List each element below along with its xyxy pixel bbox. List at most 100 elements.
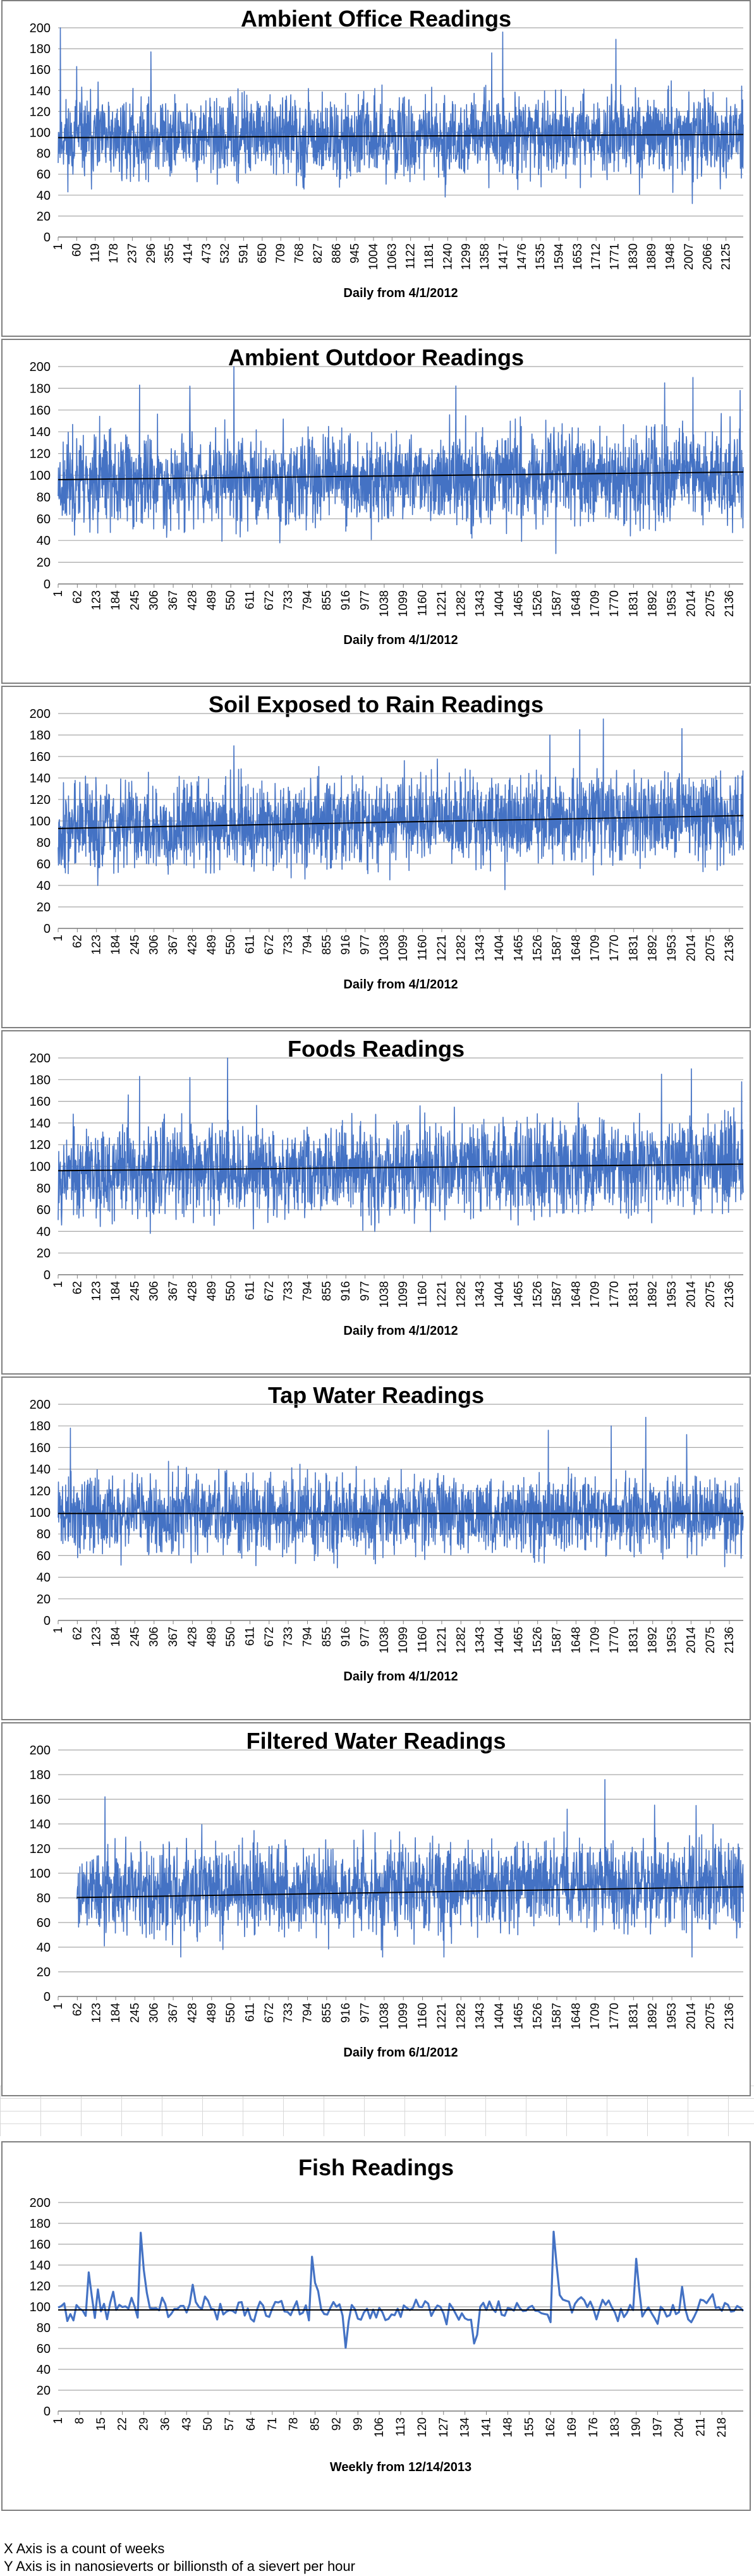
x-tick-label: 1526 bbox=[532, 1281, 545, 1308]
x-tick-label: 1712 bbox=[590, 243, 603, 270]
x-tick-label: 1358 bbox=[478, 243, 492, 270]
chart-title: Ambient Outdoor Readings bbox=[228, 344, 524, 370]
x-tick-label: 733 bbox=[282, 1627, 295, 1647]
x-tick-label: 1221 bbox=[435, 935, 449, 961]
x-tick-label: 611 bbox=[243, 1281, 257, 1300]
y-tick-label: 140 bbox=[30, 1818, 51, 1832]
x-tick-label: 62 bbox=[71, 590, 84, 604]
x-tick-label: 1038 bbox=[378, 590, 391, 617]
x-tick-label: 1160 bbox=[417, 935, 430, 961]
x-tick-label: 245 bbox=[128, 2003, 142, 2023]
x-tick-label: 2075 bbox=[704, 2003, 717, 2029]
y-tick-label: 20 bbox=[37, 1247, 51, 1261]
x-tick-label: 428 bbox=[186, 935, 199, 955]
x-tick-label: 1221 bbox=[435, 2003, 449, 2029]
x-tick-label: 428 bbox=[186, 1627, 199, 1647]
x-tick-label: 650 bbox=[256, 243, 269, 264]
x-tick-label: 367 bbox=[167, 935, 180, 955]
y-tick-label: 120 bbox=[30, 1138, 51, 1152]
y-tick-label: 100 bbox=[30, 1867, 51, 1881]
x-tick-label: 2125 bbox=[720, 243, 733, 270]
y-tick-label: 140 bbox=[30, 84, 51, 98]
x-tick-label: 1417 bbox=[497, 243, 510, 270]
x-tick-label: 1221 bbox=[435, 1627, 449, 1653]
y-tick-label: 40 bbox=[37, 1225, 51, 1239]
x-tick-label: 1160 bbox=[417, 2003, 430, 2029]
y-tick-label: 120 bbox=[30, 793, 51, 807]
x-tick-label: 916 bbox=[339, 1281, 353, 1301]
x-tick-label: 916 bbox=[339, 2003, 353, 2023]
x-tick-label: 176 bbox=[587, 2417, 600, 2438]
x-tick-label: 1 bbox=[52, 2417, 65, 2424]
y-tick-label: 200 bbox=[30, 21, 51, 35]
x-tick-label: 1038 bbox=[378, 1627, 391, 1653]
x-tick-label: 184 bbox=[109, 1281, 123, 1301]
chart-panel-1: Ambient Office Readings 0 20 40 60 80 100 120 14… bbox=[1, 0, 751, 337]
x-axis-caption: Daily from 4/1/2012 bbox=[343, 1670, 458, 1684]
x-tick-label: 1343 bbox=[474, 1627, 487, 1653]
x-tick-label: 855 bbox=[320, 1627, 334, 1647]
x-tick-label: 473 bbox=[200, 243, 214, 264]
x-tick-label: 245 bbox=[128, 935, 142, 955]
x-tick-label: 197 bbox=[652, 2417, 665, 2438]
x-tick-label: 733 bbox=[282, 1281, 295, 1301]
chart-title: Soil Exposed to Rain Readings bbox=[209, 691, 544, 717]
x-tick-label: 591 bbox=[238, 243, 251, 264]
chart-panel-5: Tap Water Readings 0 20 40 60 80 100 120 140 160 1… bbox=[1, 1376, 751, 1720]
x-tick-label: 611 bbox=[243, 2003, 257, 2022]
x-tick-label: 1343 bbox=[474, 935, 487, 961]
x-tick-label: 1 bbox=[52, 590, 65, 597]
x-tick-label: 1892 bbox=[647, 1281, 660, 1308]
data-series-line bbox=[58, 1416, 744, 1569]
y-tick-label: 100 bbox=[30, 469, 51, 483]
data-series-line bbox=[58, 2230, 745, 2349]
x-tick-label: 36 bbox=[159, 2417, 172, 2431]
x-tick-label: 134 bbox=[459, 2417, 472, 2438]
y-tick-label: 120 bbox=[30, 447, 51, 461]
y-tick-label: 180 bbox=[30, 1419, 51, 1433]
x-tick-label: 2066 bbox=[701, 243, 714, 270]
x-tick-label: 1770 bbox=[608, 1281, 621, 1308]
x-tick-label: 1221 bbox=[435, 590, 449, 617]
chart-svg-4: Foods Readings 0 20 40 60 80 100 120 140 160 180 20… bbox=[30, 1036, 744, 1338]
x-tick-label: 141 bbox=[480, 2417, 494, 2438]
data-series-line bbox=[58, 366, 744, 554]
trend-line bbox=[58, 815, 744, 829]
x-tick-label: 123 bbox=[90, 2003, 104, 2023]
x-axis-caption: Weekly from 12/14/2013 bbox=[330, 2460, 471, 2474]
data-series-line bbox=[76, 1779, 744, 1958]
x-tick-label: 1038 bbox=[378, 1281, 391, 1308]
y-tick-label: 180 bbox=[30, 382, 51, 396]
x-tick-label: 2014 bbox=[684, 2003, 698, 2030]
x-tick-label: 977 bbox=[359, 1281, 372, 1301]
x-tick-label: 428 bbox=[186, 2003, 199, 2023]
y-tick-label: 160 bbox=[30, 63, 51, 77]
chart-svg-2: Ambient Outdoor Readings0204060801001201… bbox=[30, 344, 744, 647]
x-tick-label: 886 bbox=[330, 243, 343, 264]
x-tick-label: 1648 bbox=[569, 590, 583, 617]
x-tick-label: 1770 bbox=[608, 935, 621, 961]
x-tick-label: 1299 bbox=[460, 243, 473, 270]
x-tick-label: 550 bbox=[224, 1627, 238, 1647]
x-tick-label: 1282 bbox=[454, 1281, 468, 1308]
x-tick-label: 1831 bbox=[627, 590, 640, 617]
x-tick-label: 127 bbox=[437, 2417, 451, 2438]
x-tick-label: 827 bbox=[312, 243, 325, 264]
x-tick-label: 2014 bbox=[684, 590, 698, 617]
x-tick-label: 1099 bbox=[397, 590, 410, 617]
x-tick-label: 22 bbox=[116, 2417, 130, 2431]
x-tick-label: 245 bbox=[128, 1281, 142, 1301]
x-tick-label: 184 bbox=[109, 935, 123, 955]
x-tick-label: 428 bbox=[186, 1281, 199, 1301]
y-tick-label: 200 bbox=[30, 1052, 51, 1066]
y-tick-label: 80 bbox=[37, 2321, 51, 2335]
y-tick-label: 180 bbox=[30, 1768, 51, 1782]
x-tick-label: 2075 bbox=[704, 590, 717, 617]
x-tick-label: 1587 bbox=[550, 1627, 564, 1653]
x-tick-label: 1709 bbox=[589, 2003, 602, 2029]
x-tick-label: 794 bbox=[301, 590, 314, 611]
y-tick-label: 20 bbox=[37, 210, 51, 224]
x-tick-label: 1160 bbox=[417, 1281, 430, 1307]
x-tick-label: 977 bbox=[359, 590, 372, 611]
x-tick-label: 306 bbox=[148, 935, 161, 955]
